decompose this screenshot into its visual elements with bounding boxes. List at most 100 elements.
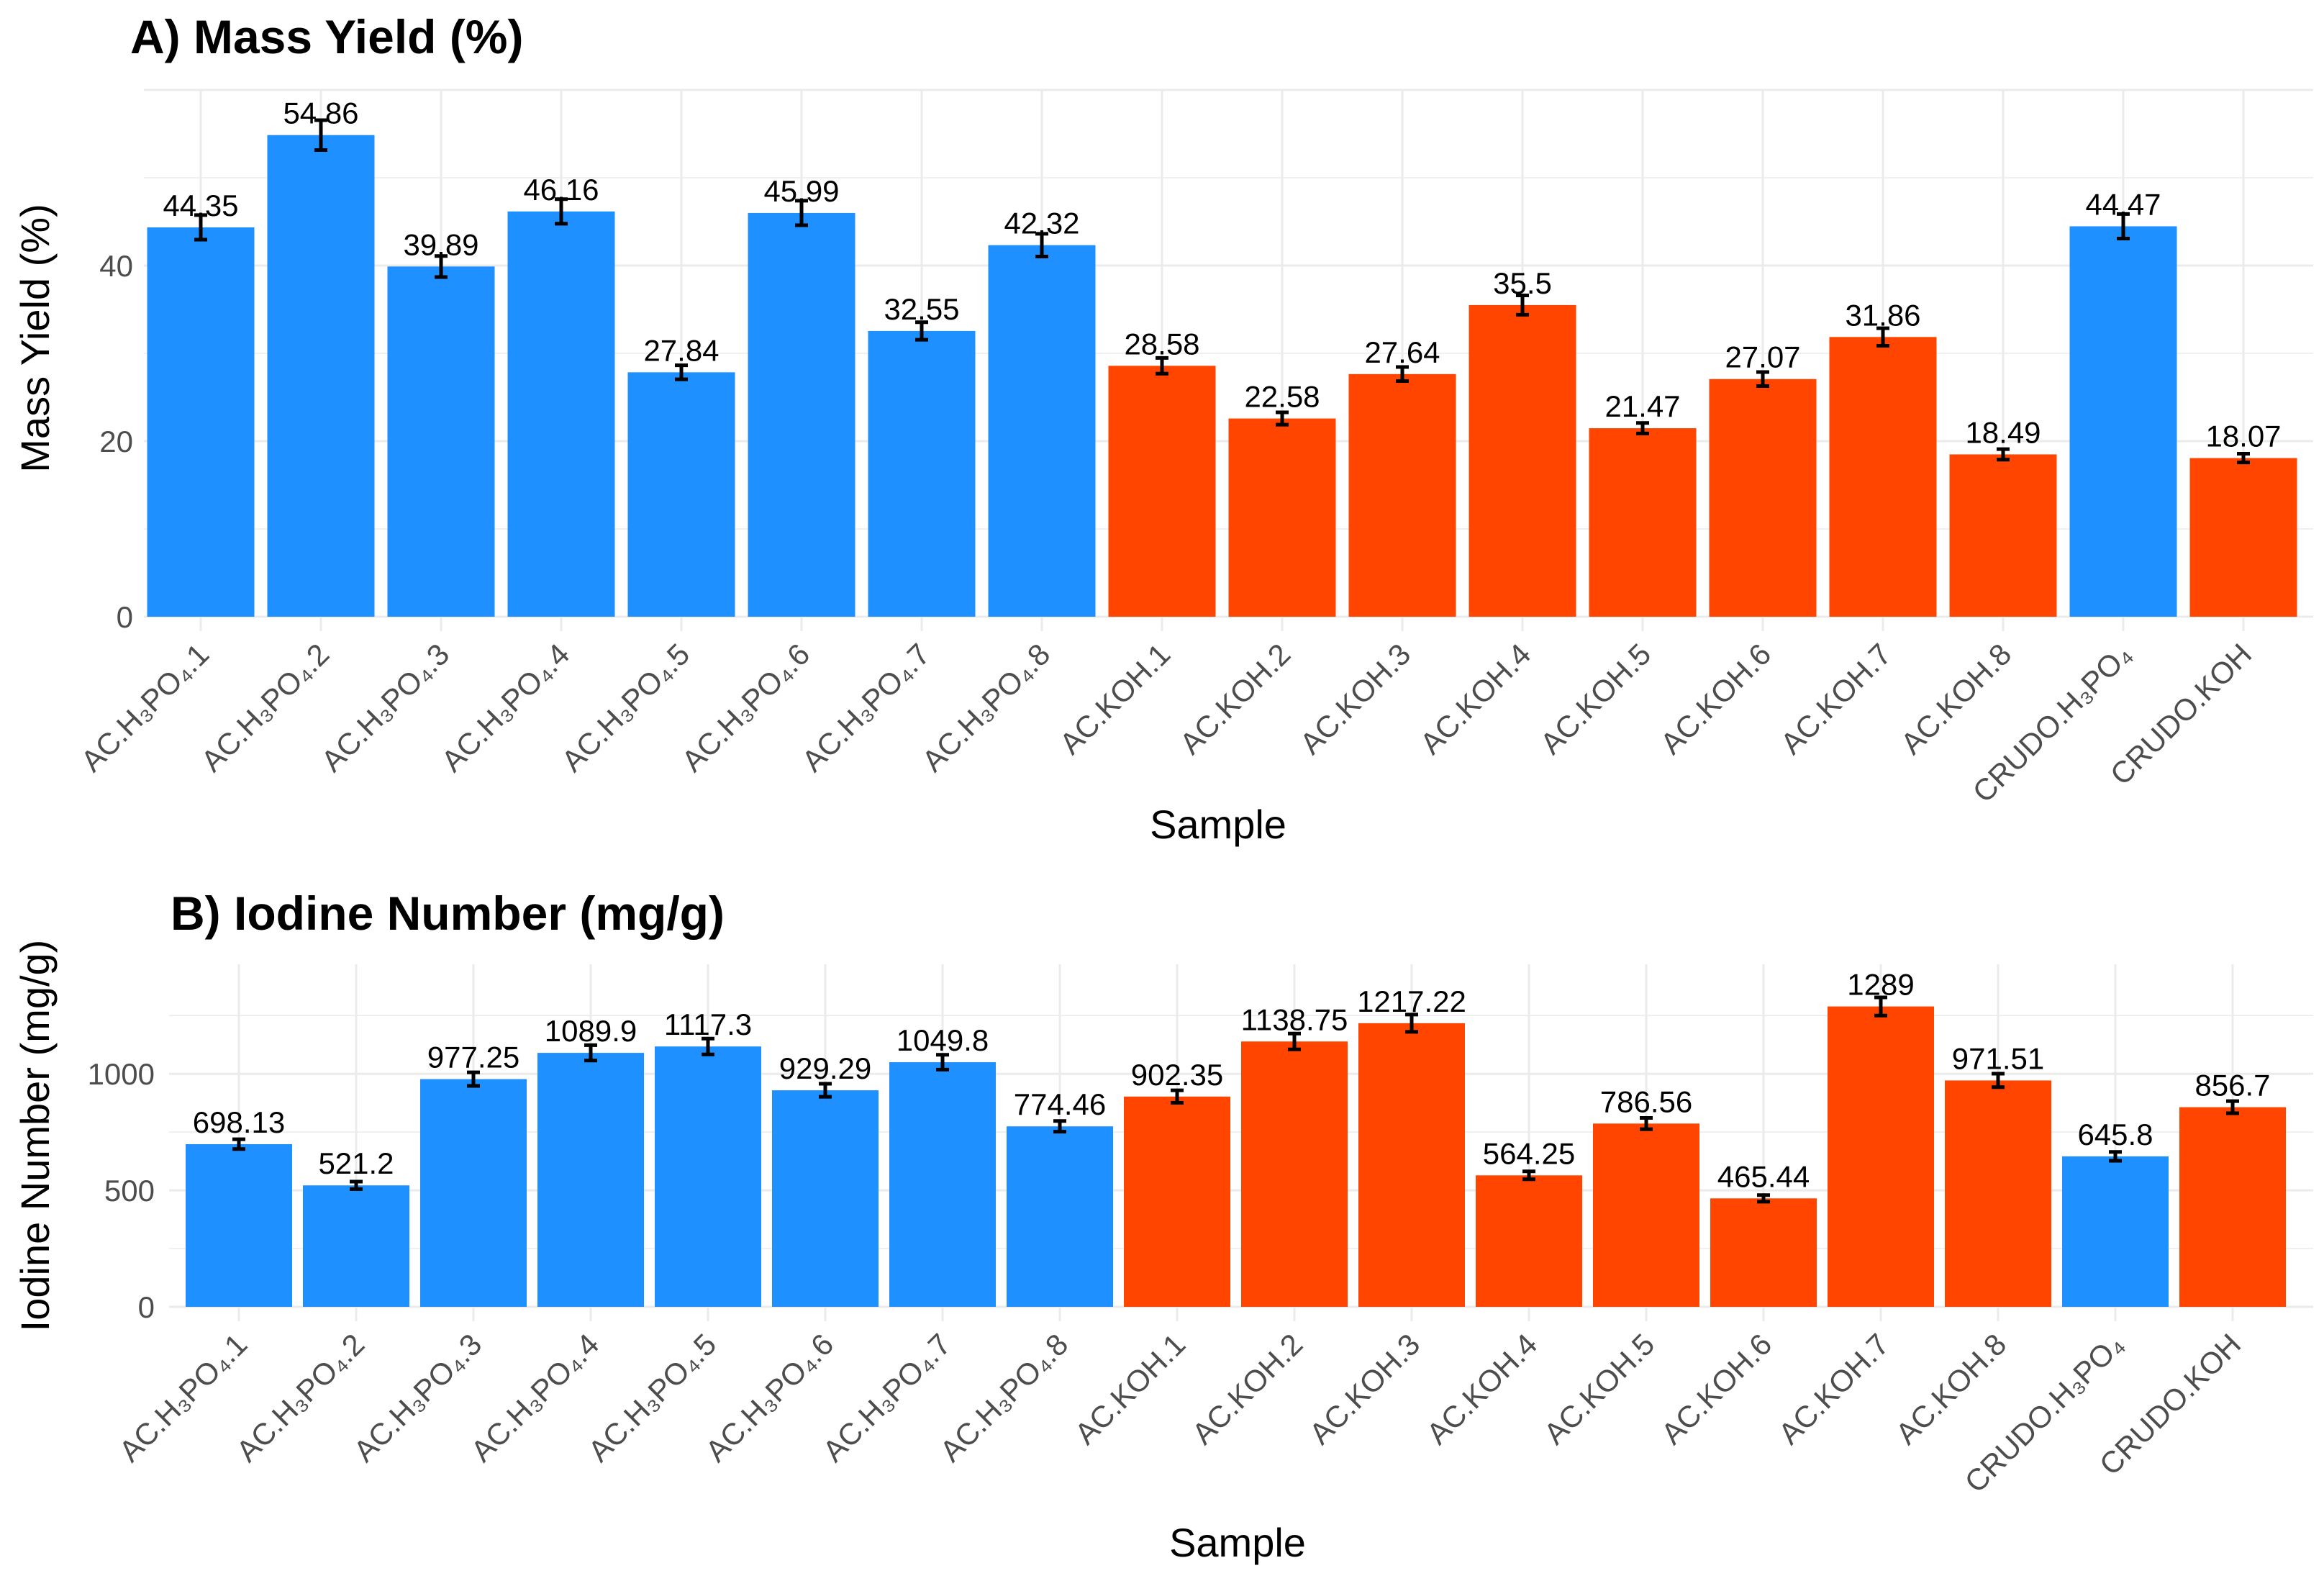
- data-label: 27.07: [1725, 340, 1800, 374]
- bar: [889, 1062, 996, 1307]
- x-tick-label: AC.KOH.1: [1068, 1327, 1191, 1451]
- x-tick-label: AC.KOH.8: [1889, 1327, 2012, 1451]
- error-bar: [350, 1179, 363, 1191]
- bar: [1709, 379, 1817, 617]
- data-label: 42.32: [1004, 207, 1079, 240]
- bar: [147, 227, 255, 617]
- data-label: 1289: [1847, 968, 1914, 1002]
- error-bar: [1636, 421, 1649, 435]
- error-bar: [1516, 293, 1529, 317]
- x-tick-label: AC.KOH.4: [1420, 1327, 1543, 1451]
- bar: [1593, 1123, 1699, 1307]
- x-tick-label: AC.H₃PO₄.2: [194, 637, 335, 778]
- bar: [1589, 428, 1697, 617]
- error-bar: [1171, 1088, 1184, 1105]
- x-tick-label: AC.KOH.7: [1771, 1327, 1895, 1451]
- bar: [2179, 1107, 2286, 1307]
- data-label: 27.84: [643, 333, 719, 367]
- error-bar: [1522, 1169, 1535, 1182]
- error-bar: [1288, 1031, 1301, 1051]
- bars: 698.13 521.2 977.25 1089.9 1117.3 929.29 1049.…: [186, 968, 2286, 1307]
- y-tick-label: 500: [104, 1174, 155, 1208]
- error-bar: [1876, 326, 1889, 348]
- bar: [1348, 373, 1456, 617]
- error-bar: [2237, 451, 2250, 465]
- error-bar: [194, 213, 207, 242]
- y-tick-label: 0: [117, 600, 133, 634]
- panel-b-iodine-number: B) Iodine Number (mg/g) Iodine Number (m…: [12, 887, 2313, 1565]
- data-label: 465.44: [1717, 1159, 1810, 1193]
- y-tick-label: 40: [99, 249, 133, 283]
- error-bar: [555, 197, 568, 226]
- chart-title: B) Iodine Number (mg/g): [171, 887, 725, 940]
- error-bar: [1396, 365, 1409, 384]
- error-bar: [467, 1070, 480, 1088]
- error-bar: [232, 1137, 245, 1151]
- error-bar: [915, 320, 928, 342]
- bar: [1469, 304, 1576, 617]
- data-label: 18.49: [1965, 415, 2041, 449]
- data-label: 1089.9: [545, 1014, 637, 1048]
- error-bar: [1874, 995, 1887, 1018]
- error-bar: [1156, 355, 1168, 376]
- bar: [1124, 1096, 1230, 1307]
- bar: [988, 245, 1096, 617]
- error-bar: [1053, 1119, 1066, 1134]
- bar: [1828, 1006, 1934, 1307]
- x-tick-label: AC.KOH.3: [1302, 1327, 1426, 1451]
- x-tick-label: AC.H₃PO₄.7: [795, 637, 936, 778]
- x-tick-label: AC.KOH.3: [1293, 637, 1417, 761]
- bar: [2062, 1156, 2169, 1307]
- bar: [303, 1185, 409, 1307]
- error-bar: [1276, 410, 1289, 427]
- y-tick-label: 0: [138, 1290, 155, 1324]
- bar: [387, 266, 495, 617]
- error-bar: [1756, 370, 1769, 389]
- x-tick-label: AC.H₃PO₄.5: [555, 637, 696, 778]
- data-label: 22.58: [1244, 380, 1320, 414]
- data-label: 54.86: [283, 96, 358, 130]
- bars: 44.35 54.86 39.89 46.16 27.84 45.99 32.55 42.32…: [147, 96, 2297, 617]
- data-label: 902.35: [1131, 1058, 1223, 1092]
- x-tick-label: AC.H₃PO₄.8: [915, 637, 1056, 778]
- data-label: 1217.22: [1357, 984, 1466, 1018]
- x-tick-label: AC.H₃PO₄.3: [314, 637, 455, 778]
- bar: [507, 211, 615, 617]
- chart-title: A) Mass Yield (%): [130, 10, 523, 63]
- data-label: 44.47: [2085, 187, 2161, 221]
- x-tick-label: AC.KOH.4: [1413, 637, 1537, 761]
- bar: [1710, 1198, 1817, 1307]
- x-tick-label: AC.H₃PO₄.1: [74, 637, 215, 778]
- error-bar: [1405, 1013, 1418, 1034]
- data-label: 977.25: [427, 1041, 519, 1074]
- data-label: 28.58: [1124, 327, 1199, 361]
- y-tick-label: 20: [99, 425, 133, 458]
- error-bar: [795, 199, 808, 227]
- bar: [267, 135, 375, 617]
- bar: [1945, 1080, 2051, 1307]
- data-label: 18.07: [2205, 420, 2281, 453]
- bar: [1241, 1041, 1348, 1307]
- bar: [748, 212, 855, 617]
- bar: [772, 1090, 879, 1307]
- data-label: 35.5: [1493, 266, 1552, 300]
- error-bar: [314, 118, 327, 152]
- data-label: 564.25: [1483, 1136, 1575, 1170]
- error-bar: [2226, 1099, 2239, 1115]
- bar: [1108, 366, 1216, 617]
- x-axis-title: Sample: [1150, 802, 1286, 847]
- x-tick-label: AC.KOH.2: [1173, 637, 1297, 761]
- bar: [2069, 226, 2177, 617]
- bar: [1007, 1126, 1113, 1307]
- data-label: 1049.8: [897, 1023, 989, 1057]
- bar: [2189, 458, 2297, 617]
- data-label: 27.64: [1364, 335, 1440, 369]
- bar: [1476, 1175, 1582, 1307]
- error-bar: [2109, 1150, 2122, 1163]
- bar: [537, 1053, 644, 1307]
- data-label: 786.56: [1600, 1084, 1692, 1118]
- error-bar: [936, 1053, 949, 1072]
- x-tick-label: AC.H₃PO₄.4: [435, 637, 576, 778]
- y-tick-label: 1000: [88, 1057, 155, 1091]
- x-tick-label: AC.H₃PO₄.6: [675, 637, 816, 778]
